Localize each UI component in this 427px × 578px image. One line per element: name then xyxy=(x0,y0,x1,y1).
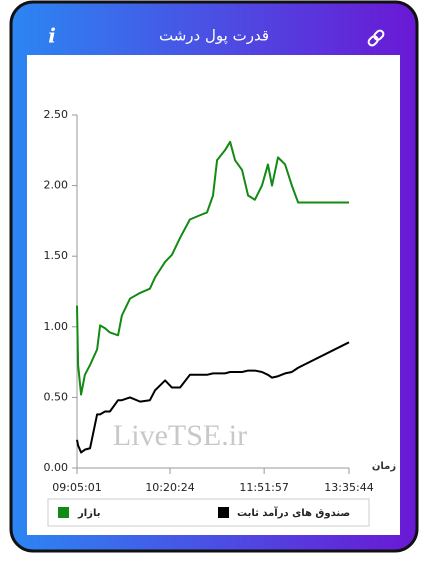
y-tick-label: 1.50 xyxy=(44,249,69,262)
legend-swatch xyxy=(58,507,69,518)
content xyxy=(27,55,400,535)
x-tick-label: 11:51:57 xyxy=(239,481,288,494)
legend-swatch xyxy=(218,507,229,518)
y-tick-label: 2.00 xyxy=(44,179,69,192)
x-axis-label: زمان xyxy=(372,461,396,472)
series-line xyxy=(76,341,350,454)
y-tick-label: 0.50 xyxy=(44,390,69,403)
series-line xyxy=(76,140,349,396)
x-tick-label: 09:05:01 xyxy=(52,481,101,494)
y-tick-label: 2.50 xyxy=(44,108,69,121)
x-tick-label: 13:35:44 xyxy=(324,481,373,494)
y-tick-label: 0.00 xyxy=(44,461,69,474)
legend-label: بازار xyxy=(77,508,100,519)
x-tick-label: 10:20:24 xyxy=(145,481,194,494)
legend-label: صندوق های درآمد ثابت xyxy=(237,506,350,519)
link-icon[interactable] xyxy=(367,29,385,47)
legend xyxy=(47,498,370,527)
widget-title: قدرت پول درشت xyxy=(159,27,269,46)
y-tick-label: 1.00 xyxy=(44,320,69,333)
info-icon[interactable]: i xyxy=(48,24,56,48)
watermark: LiveTSE.ir xyxy=(113,419,247,452)
